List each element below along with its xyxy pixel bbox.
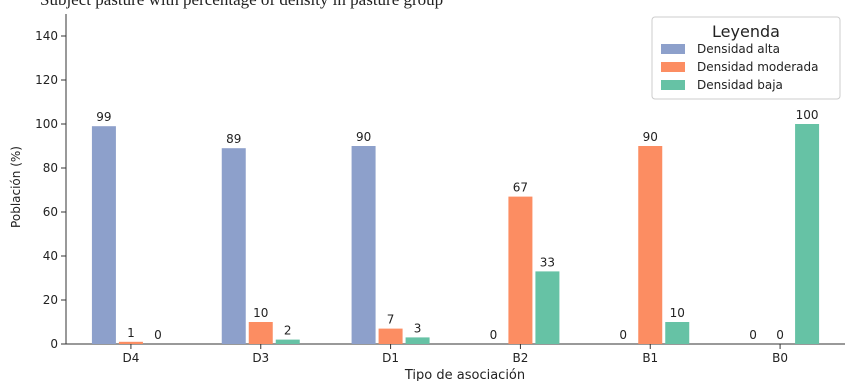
data-label: 0 [619,328,627,342]
x-tick-label: D1 [382,351,399,365]
data-label: 7 [387,313,395,327]
x-tick-label: B2 [512,351,528,365]
x-tick-label: D3 [252,351,269,365]
data-label: 100 [796,108,819,122]
cropped-caption: Subject pasture with percentage of densi… [40,0,840,10]
data-label: 90 [643,130,658,144]
y-tick-label: 80 [43,161,58,175]
bar [508,196,533,344]
bar [351,146,376,344]
y-tick-label: 20 [43,293,58,307]
y-tick-label: 0 [50,337,58,351]
x-tick-label: D4 [122,351,139,365]
data-label: 2 [284,324,292,338]
y-tick-label: 140 [35,29,58,43]
bar [535,271,560,344]
legend-label: Densidad baja [697,78,783,92]
legend-frame [651,16,841,100]
x-tick-label: B1 [642,351,658,365]
bar [118,341,143,344]
data-label: 0 [776,328,784,342]
data-label: 90 [356,130,371,144]
data-label: 10 [253,306,268,320]
x-axis-title: Tipo de asociación [404,368,525,381]
data-label: 1 [127,326,135,340]
bars-layer [91,124,820,344]
data-label: 89 [226,132,241,146]
bar [405,337,430,344]
y-tick-label: 100 [35,117,58,131]
legend-title: Leyenda [712,22,780,41]
bar [221,148,246,344]
bar [638,146,663,344]
y-axis-title: Población (%) [9,146,23,228]
data-label: 3 [414,321,422,335]
bar [91,126,116,344]
y-tick-label: 40 [43,249,58,263]
bar [275,339,300,344]
bar [248,322,273,344]
bar [665,322,690,344]
data-label: 0 [749,328,757,342]
y-tick-label: 60 [43,205,58,219]
bar [378,328,403,344]
legend-swatch [661,62,685,72]
legend-label: Densidad moderada [697,60,819,74]
bar [795,124,820,344]
legend-swatch [661,80,685,90]
data-label: 0 [154,328,162,342]
legend-label: Densidad alta [697,42,780,56]
x-tick-label: B0 [772,351,788,365]
data-label: 0 [490,328,498,342]
data-label: 10 [670,306,685,320]
y-tick-label: 120 [35,73,58,87]
data-label: 67 [513,181,528,195]
legend-swatch [661,44,685,54]
data-label: 99 [96,110,111,124]
legend-entries: Densidad alta Densidad moderada Densidad b… [661,42,819,92]
data-label: 33 [540,255,555,269]
